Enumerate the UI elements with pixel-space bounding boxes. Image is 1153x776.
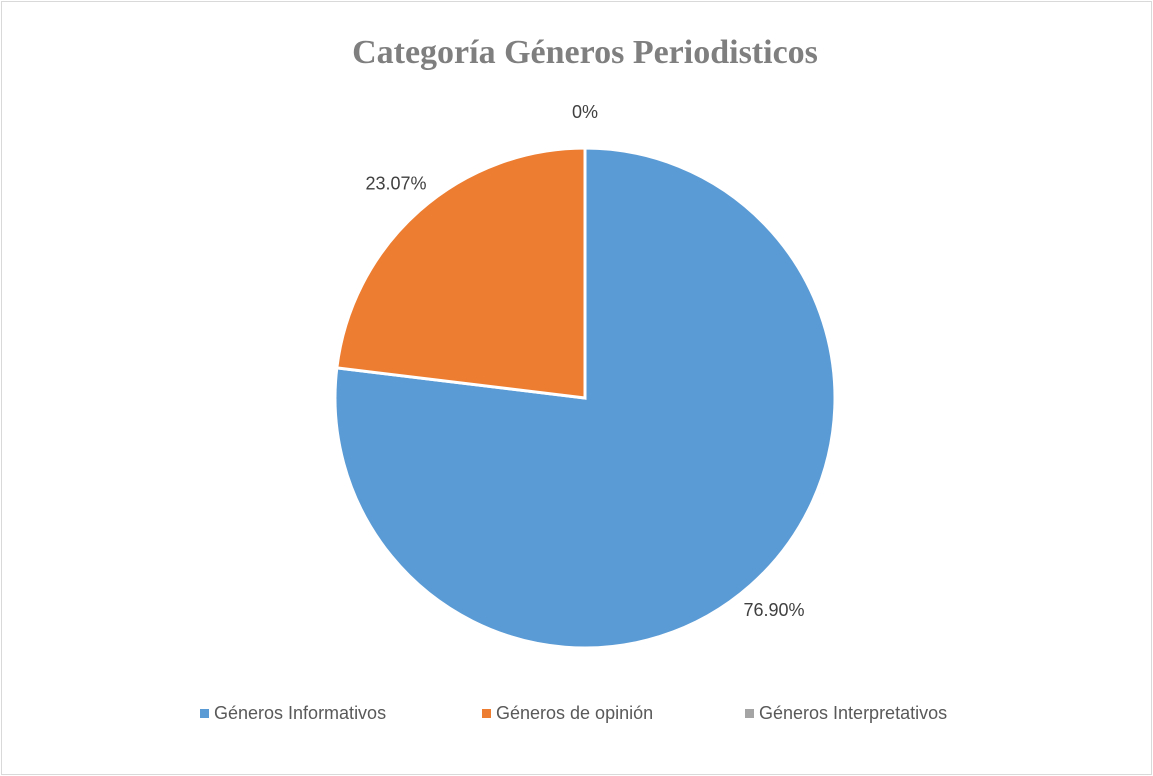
legend-label: Géneros Informativos <box>214 703 386 723</box>
data-label: 76.90% <box>743 600 804 620</box>
legend-marker <box>200 709 209 718</box>
legend-marker <box>482 709 491 718</box>
legend-label: Géneros de opinión <box>496 703 653 723</box>
data-label: 23.07% <box>365 173 426 193</box>
chart-title: Categoría Géneros Periodisticos <box>352 34 818 71</box>
legend-label: Géneros Interpretativos <box>759 703 947 723</box>
legend-marker <box>745 709 754 718</box>
data-label: 0% <box>572 102 598 122</box>
pie-slice <box>335 146 587 400</box>
